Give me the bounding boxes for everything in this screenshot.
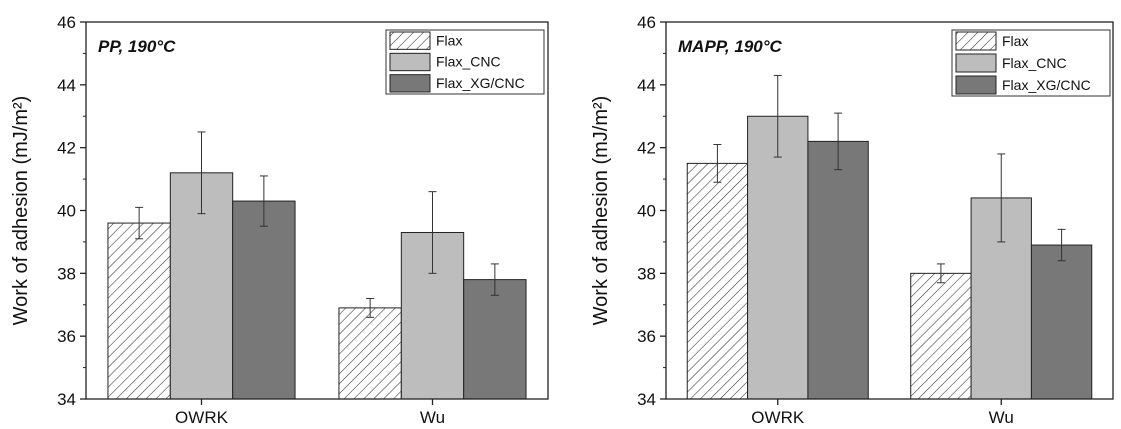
bar: [1030, 244, 1093, 400]
y-tick-label: 34: [57, 390, 76, 409]
chart-panel-1: 34 36 38 40 42 44 46 OWRK Wu Work of adhesion (mJ…: [10, 13, 549, 427]
y-tick-label: 38: [637, 264, 656, 283]
legend-swatch: [389, 52, 431, 72]
legend-label: Flax: [1002, 33, 1028, 49]
x-tick-label: Wu: [989, 408, 1014, 427]
legend-swatch: [389, 31, 431, 50]
y-tick-label: 40: [57, 202, 76, 221]
y-tick-label: 44: [57, 76, 76, 95]
legend-label: Flax_CNC: [436, 54, 501, 70]
legend-swatch: [389, 74, 431, 93]
bar: [747, 115, 809, 400]
legend-swatch: [955, 31, 997, 51]
panel-annotation: MAPP, 190°C: [678, 37, 783, 56]
y-tick-label: 44: [637, 76, 656, 95]
y-tick-label: 42: [57, 139, 76, 158]
legend-label: Flax_XG/CNC: [436, 75, 525, 91]
x-tick-label: OWRK: [175, 408, 229, 427]
y-tick-label: 42: [637, 139, 656, 158]
legend: Flax Flax_CNC Flax_XG/CNC: [951, 29, 1111, 97]
y-axis-label: Work of adhesion (mJ/m²): [10, 96, 32, 326]
y-tick-label: 36: [637, 327, 656, 346]
bar: [232, 200, 296, 400]
legend-label: Flax_XG/CNC: [1002, 77, 1091, 93]
chart-panel-2: 34 36 38 40 42 44 46 OWRK Wu Work of adhesion (mJ…: [590, 13, 1114, 427]
bar: [107, 222, 171, 400]
y-tick-label: 46: [57, 13, 76, 32]
y-tick-label: 40: [637, 202, 656, 221]
legend: Flax Flax_CNC Flax_XG/CNC: [385, 29, 545, 95]
legend-swatch: [955, 53, 997, 73]
bar: [807, 140, 869, 400]
y-tick-label: 46: [637, 13, 656, 32]
bar: [338, 307, 402, 400]
legend-label: Flax_CNC: [1002, 55, 1067, 71]
y-tick-label: 38: [57, 264, 76, 283]
y-tick-label: 36: [57, 327, 76, 346]
legend-swatch: [955, 75, 997, 95]
bar: [910, 272, 972, 400]
y-tick-label: 34: [637, 390, 656, 409]
y-axis-label: Work of adhesion (mJ/m²): [590, 96, 612, 326]
panel-annotation: PP, 190°C: [98, 37, 176, 56]
legend-label: Flax: [436, 32, 462, 48]
bar: [463, 279, 527, 400]
x-tick-label: Wu: [420, 408, 445, 427]
x-tick-label: OWRK: [751, 408, 805, 427]
bar: [686, 162, 749, 400]
